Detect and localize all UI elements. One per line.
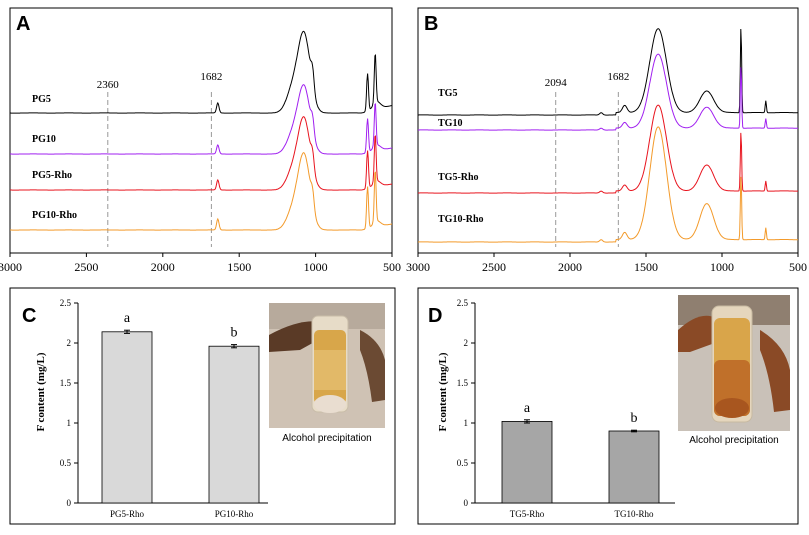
panel-c-frame <box>9 287 396 525</box>
y-tick-label: 2.5 <box>457 298 469 308</box>
photo-label-c: Alcohol precipitation <box>282 433 372 444</box>
marker-label: 1682 <box>607 71 629 83</box>
x-tick-label: 500 <box>789 260 807 274</box>
y-tick-label: 0 <box>464 498 469 508</box>
category-label: PG5-Rho <box>110 509 145 519</box>
panel-a: A 3000 2500 2000 1500 1000 500 2360 1682 PG5 P… <box>0 7 401 274</box>
x-tick-label: 2000 <box>558 260 582 274</box>
panel-b-x-axis: 3000 2500 2000 1500 1000 500 <box>406 253 807 274</box>
y-tick-label: 1.5 <box>60 378 72 388</box>
y-tick-label: 0.5 <box>457 458 469 468</box>
spectrum-pg5-rho <box>10 116 393 191</box>
category-label: TG5-Rho <box>510 509 545 519</box>
series-label-pg5: PG5 <box>32 94 51 105</box>
panel-a-frame <box>9 7 393 254</box>
hand-icon <box>678 315 721 352</box>
significance-letter: a <box>524 401 531 416</box>
spectrum-tg10 <box>418 53 798 131</box>
spectrum-tg5 <box>418 28 798 116</box>
marker-label: 2094 <box>545 77 568 89</box>
panel-b-markers: 2094 1682 <box>545 71 629 247</box>
spectrum-tg10-rho <box>418 126 798 243</box>
significance-letter: b <box>231 326 238 341</box>
series-label-tg5: TG5 <box>438 88 457 99</box>
panel-d: D F content (mg/L) 0 0.5 1 1.5 2 2.5 a TG5-Rho… <box>417 287 799 525</box>
spectrum-tg5-rho <box>418 104 798 194</box>
alcohol-precipitation-photo-c: Alcohol precipitation <box>269 303 385 445</box>
panel-d-frame <box>417 287 799 525</box>
series-label-pg10: PG10 <box>32 134 56 145</box>
y-tick-label: 1 <box>464 418 469 428</box>
panel-d-y-label: F content (mg/L) <box>437 352 449 431</box>
x-tick-label: 3000 <box>0 260 22 274</box>
panel-c-letter: C <box>22 305 36 327</box>
y-tick-label: 0.5 <box>60 458 72 468</box>
series-label-pg5-rho: PG5-Rho <box>32 170 72 181</box>
panel-d-bars: a TG5-Rho b TG10-Rho <box>501 401 660 519</box>
panel-a-letter: A <box>16 13 30 35</box>
series-label-tg10: TG10 <box>438 118 462 129</box>
y-tick-label: 1 <box>67 418 72 428</box>
x-tick-label: 500 <box>383 260 401 274</box>
category-label: PG10-Rho <box>215 509 254 519</box>
y-tick-label: 2 <box>67 338 72 348</box>
series-label-tg5-rho: TG5-Rho <box>438 172 479 183</box>
x-tick-label: 2000 <box>151 260 175 274</box>
x-tick-label: 1500 <box>227 260 251 274</box>
photo-label-d: Alcohol precipitation <box>689 435 779 446</box>
bar-tg10-rho <box>608 430 660 504</box>
bar-pg5-rho <box>101 331 153 504</box>
y-tick-label: 2.5 <box>60 298 72 308</box>
series-label-pg10-rho: PG10-Rho <box>32 210 77 221</box>
panel-d-letter: D <box>428 305 442 327</box>
significance-letter: a <box>124 311 131 326</box>
x-tick-label: 2500 <box>74 260 98 274</box>
panel-c: C F content (mg/L) 0 0.5 1 1.5 2 2.5 a PG5-Rho… <box>9 287 396 525</box>
marker-label: 2360 <box>97 79 120 91</box>
x-tick-label: 1000 <box>304 260 328 274</box>
marker-label: 1682 <box>200 71 222 83</box>
spectrum-pg10-rho <box>10 152 393 231</box>
panel-b: B 3000 2500 2000 1500 1000 500 2094 1682 TG5 T… <box>406 7 807 274</box>
panel-c-bars: a PG5-Rho b PG10-Rho <box>101 311 260 519</box>
bar-pg10-rho <box>208 345 260 504</box>
x-tick-label: 1000 <box>710 260 734 274</box>
spectrum-pg10 <box>10 84 393 155</box>
panel-b-letter: B <box>424 13 438 35</box>
alcohol-precipitation-photo-d: Alcohol precipitation <box>678 295 790 448</box>
significance-letter: b <box>631 411 638 426</box>
y-tick-label: 1.5 <box>457 378 469 388</box>
category-label: TG10-Rho <box>615 509 654 519</box>
panel-a-x-axis: 3000 2500 2000 1500 1000 500 <box>0 253 401 274</box>
panel-c-y-label: F content (mg/L) <box>35 352 47 431</box>
spectrum-pg5 <box>10 30 393 114</box>
x-tick-label: 1500 <box>634 260 658 274</box>
hand-icon <box>269 321 326 352</box>
bar-tg5-rho <box>501 420 553 504</box>
series-label-tg10-rho: TG10-Rho <box>438 214 484 225</box>
y-tick-label: 2 <box>464 338 469 348</box>
y-tick-label: 0 <box>67 498 72 508</box>
x-tick-label: 3000 <box>406 260 430 274</box>
panel-a-markers: 2360 1682 <box>97 71 222 247</box>
x-tick-label: 2500 <box>482 260 506 274</box>
